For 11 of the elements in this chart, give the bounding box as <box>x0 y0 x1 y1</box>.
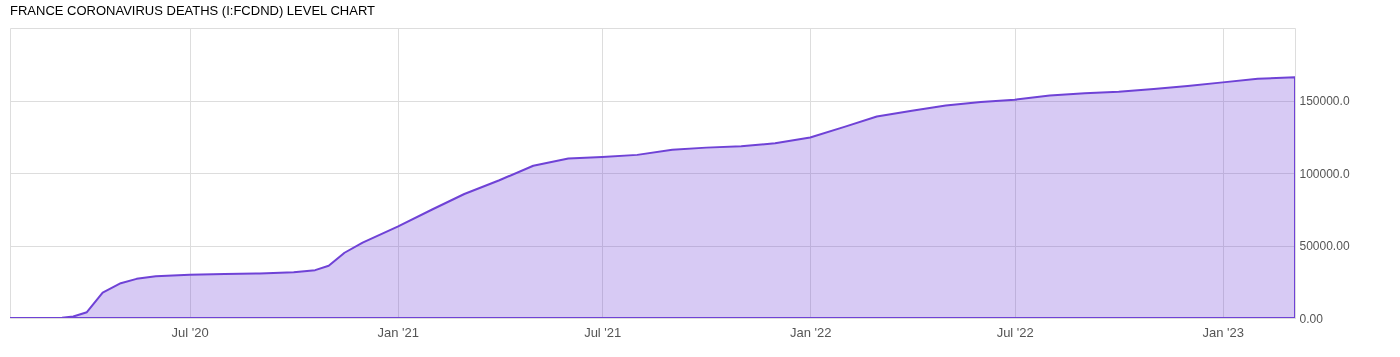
x-tick-label: Jan '21 <box>377 324 419 340</box>
y-tick-label: 50000.00 <box>1299 239 1350 253</box>
x-tick-label: Jan '22 <box>789 324 832 340</box>
x-tick-label: Jul '22 <box>996 324 1034 340</box>
x-tick-label: Jul '20 <box>171 324 209 340</box>
x-tick-label: Jan '23 <box>1202 324 1244 340</box>
y-tick-label: 0.00 <box>1299 311 1324 326</box>
x-tick-label: Jul '21 <box>584 324 622 340</box>
chart-title: FRANCE CORONAVIRUS DEATHS (I:FCDND) LEVEL CHART <box>10 3 376 18</box>
y-tick-label: 150000.0 <box>1299 94 1350 108</box>
y-tick-label: 100000.0 <box>1299 166 1350 181</box>
